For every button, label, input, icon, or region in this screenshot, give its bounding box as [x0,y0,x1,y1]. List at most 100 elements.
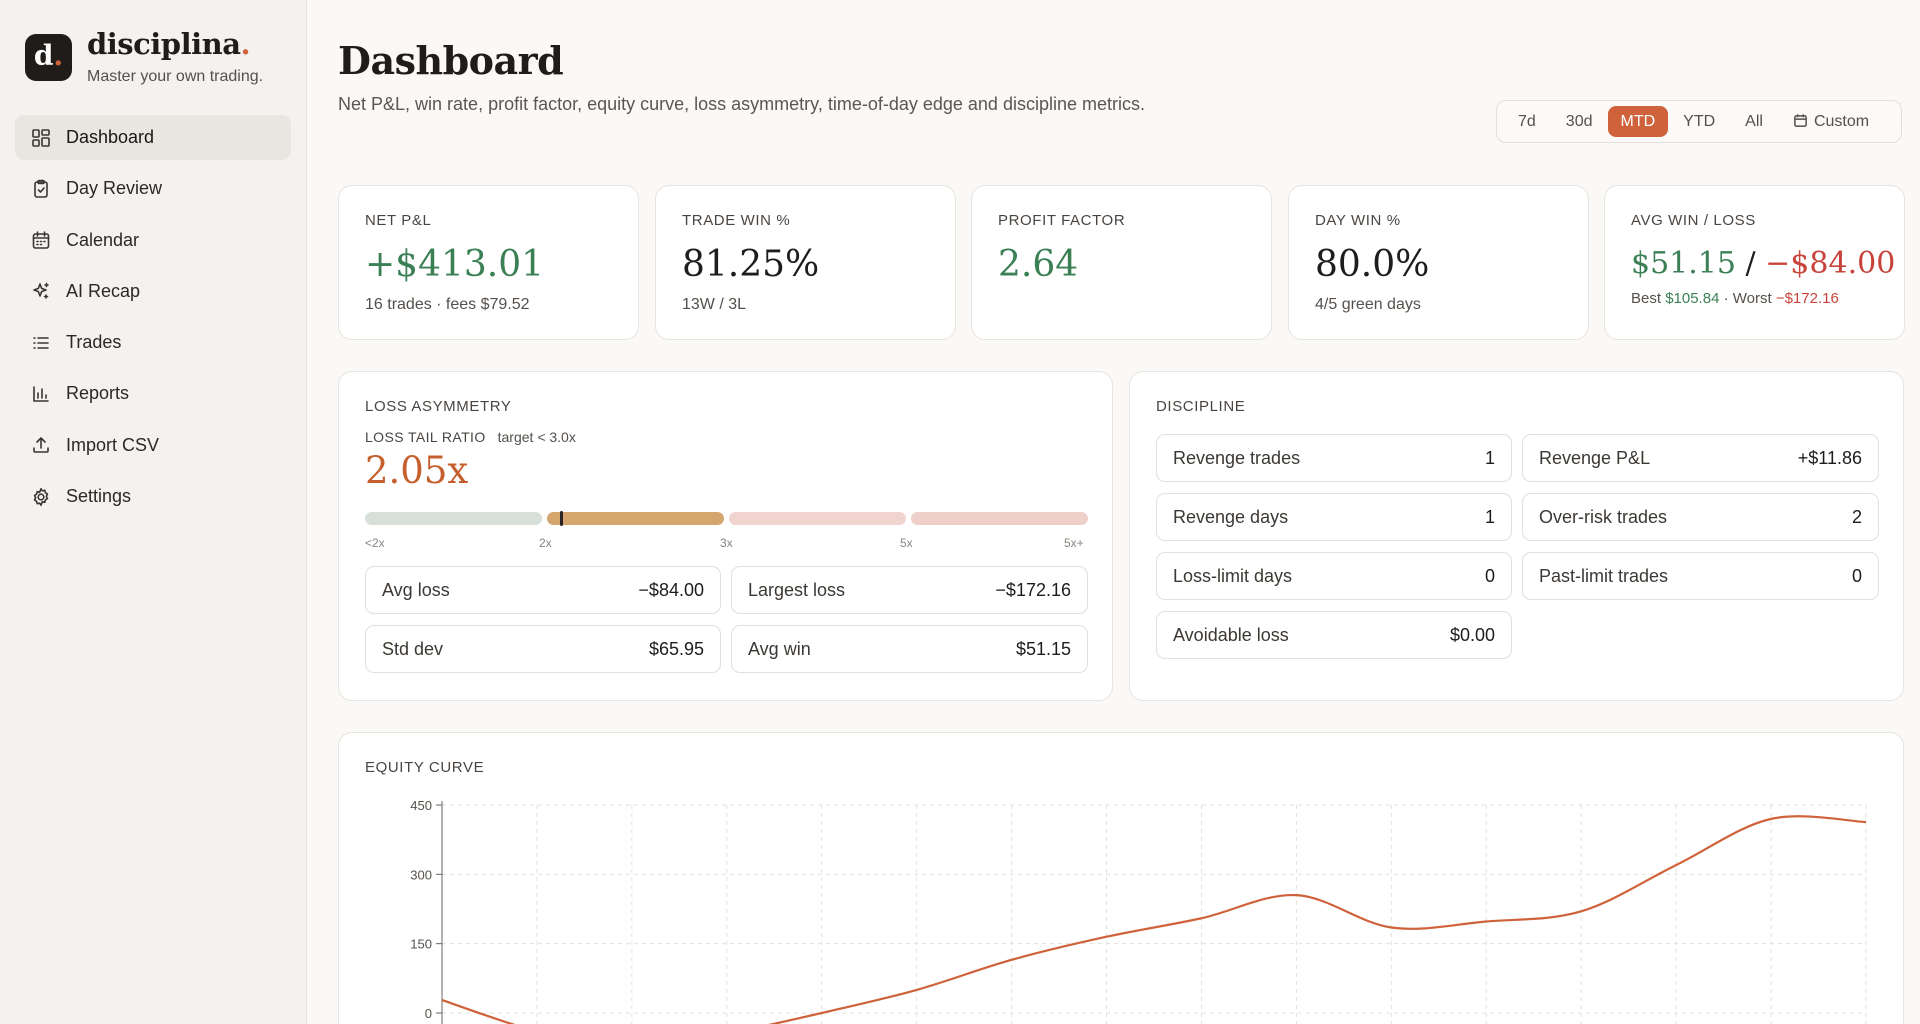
stat-label: Past-limit trades [1539,565,1669,586]
upload-icon [33,437,49,454]
ratio-label: LOSS TAIL RATIO target < 3.0x [365,429,576,445]
ratio-target: target < 3.0x [497,429,576,445]
worst-value: −$172.16 [1775,290,1839,307]
sidebar-item-label: Dashboard [66,127,155,147]
best-value: $105.84 [1665,290,1720,307]
stat-past-limit-trades: Past-limit trades 0 [1522,552,1879,600]
stat-value: 0 [1484,565,1495,586]
best-label: Best [1631,290,1666,307]
sidebar-item-day-review[interactable]: Day Review [15,166,291,211]
stat-revenge-days: Revenge days 1 [1156,493,1512,541]
bar-segment-low [365,512,542,525]
bar-tick-label: 2x [539,536,552,550]
sparkles-icon [33,283,49,300]
sidebar-item-settings[interactable]: Settings [15,474,291,519]
sidebar-item-label: Import CSV [66,434,160,455]
stat-value: +$11.86 [1797,447,1862,468]
bar-segment-target [547,512,724,525]
y-tick-label: 0 [425,1006,432,1021]
sidebar-item-ai-recap[interactable]: AI Recap [15,269,291,314]
sidebar-item-import-csv[interactable]: Import CSV [15,423,291,468]
kpi-card-avg-win-loss: AVG WIN / LOSS $51.15 / −$84.00 Best $10… [1604,185,1905,340]
stat-avg-win: Avg win $51.15 [731,625,1088,673]
sidebar-item-label: AI Recap [66,280,141,301]
stat-label: Loss-limit days [1173,565,1293,586]
bar-tick-label: 3x [720,536,733,550]
page-title: Dashboard [338,38,564,83]
list-icon [33,336,49,349]
equity-curve-line [441,815,1867,1024]
stat-label: Revenge days [1173,506,1289,527]
loss-tail-bar [365,511,1088,526]
stat-label: Revenge trades [1173,447,1301,468]
stat-value: −$84.00 [638,579,704,600]
ratio-label-text: LOSS TAIL RATIO [365,429,486,445]
sidebar-item-label: Day Review [66,178,163,199]
range-ytd-button[interactable]: YTD [1683,113,1716,130]
stat-label: Revenge P&L [1539,447,1651,468]
stat-revenge-trades: Revenge trades 1 [1156,434,1512,482]
equity-curve-chart: 450 300 150 0 [410,798,1867,1024]
discipline-card: DISCIPLINE Revenge trades 1 Revenge P&L … [1129,371,1904,701]
kpi-label: DAY WIN % [1315,212,1401,229]
page-subtitle: Net P&L, win rate, profit factor, equity… [338,94,1145,114]
y-tick-label: 450 [410,798,432,813]
clipboard-check-icon [34,179,48,198]
kpi-label: PROFIT FACTOR [998,212,1126,229]
ratio-value: 2.05x [365,449,469,492]
stat-value: 0 [1851,565,1862,586]
range-mtd-button[interactable]: MTD [1607,106,1669,137]
chart-title: EQUITY CURVE [365,759,485,776]
logo: d. [25,34,72,81]
logo-letter: d [33,39,54,72]
stat-label: Avg win [748,638,811,659]
kpi-card-trade-win: TRADE WIN % 81.25% 13W / 3L [655,185,956,340]
range-30d-button[interactable]: 30d [1565,113,1593,130]
sidebar-item-reports[interactable]: Reports [15,371,291,416]
avg-loss-value: −$84.00 [1765,246,1896,281]
range-7d-button[interactable]: 7d [1518,113,1536,130]
kpi-value: 80.0% [1315,244,1430,285]
calendar-icon [1794,114,1807,127]
date-range-selector: 7d 30d MTD YTD All Custom [1496,100,1902,143]
sidebar-item-dashboard[interactable]: Dashboard [15,115,291,160]
sidebar-item-label: Settings [66,486,132,507]
ratio-marker [559,511,563,526]
y-tick-label: 150 [410,937,432,952]
stat-value: 1 [1484,447,1495,468]
range-all-button[interactable]: All [1745,113,1763,130]
calendar-icon [32,231,50,249]
stat-avoidable-loss: Avoidable loss $0.00 [1156,611,1512,659]
bar-tick-label: 5x [900,536,913,550]
kpi-card-net-pnl: NET P&L +$413.01 16 trades · fees $79.52 [338,185,639,340]
y-tick-label: 300 [410,867,432,882]
stat-std-dev: Std dev $65.95 [365,625,721,673]
stat-revenge-pnl: Revenge P&L +$11.86 [1522,434,1879,482]
stat-loss-limit-days: Loss-limit days 0 [1156,552,1512,600]
stat-value: 2 [1851,506,1862,527]
stat-value: 1 [1484,506,1495,527]
brand-tagline: Master your own trading. [87,68,264,85]
kpi-card-profit-factor: PROFIT FACTOR 2.64 [971,185,1272,340]
section-title: DISCIPLINE [1156,398,1246,415]
stat-value: −$172.16 [995,579,1071,600]
kpi-label: AVG WIN / LOSS [1631,212,1756,229]
sidebar-item-label: Trades [66,332,122,353]
range-custom-button[interactable]: Custom [1778,106,1884,137]
kpi-sub: 13W / 3L [682,296,747,313]
kpi-card-day-win: DAY WIN % 80.0% 4/5 green days [1288,185,1589,340]
stat-avg-loss: Avg loss −$84.00 [365,566,721,614]
sidebar-item-trades[interactable]: Trades [15,320,291,365]
stat-value: $65.95 [648,638,704,659]
stat-value: $0.00 [1449,624,1495,645]
bar-segment-extreme [911,512,1088,525]
bar-segment-high [729,512,906,525]
kpi-label: TRADE WIN % [682,212,791,229]
stat-label: Avg loss [382,579,450,600]
sidebar-item-calendar[interactable]: Calendar [15,218,291,263]
kpi-value: $51.15 / −$84.00 [1631,246,1895,281]
avg-win-value: $51.15 [1631,246,1736,281]
bar-tick-label: <2x [365,536,385,550]
bar-tick-label: 5x+ [1064,536,1084,550]
stat-label: Avoidable loss [1173,624,1289,645]
